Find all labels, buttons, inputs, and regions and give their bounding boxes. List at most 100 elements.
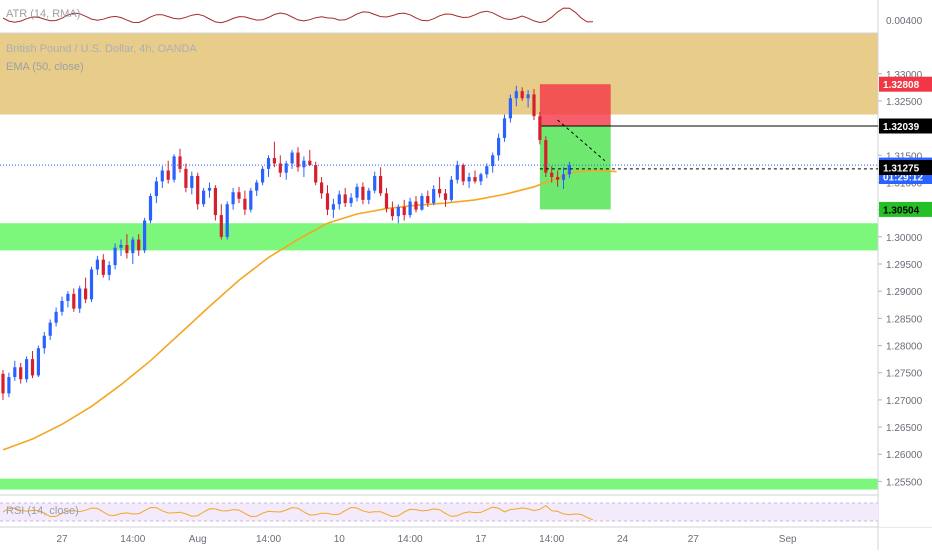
candle-body bbox=[160, 170, 164, 182]
candle-body bbox=[408, 201, 412, 216]
chart-title: British Pound / U.S. Dollar, 4h, OANDA bbox=[6, 43, 197, 55]
candle-body bbox=[308, 160, 312, 166]
candle-body bbox=[125, 244, 129, 254]
price-label: 01:29:12 bbox=[883, 172, 923, 183]
candle-body bbox=[331, 204, 335, 210]
atr-pane bbox=[2, 7, 594, 24]
x-tick-label: 14:00 bbox=[398, 534, 423, 545]
candle bbox=[408, 197, 412, 218]
candle bbox=[66, 291, 70, 308]
candle-body bbox=[497, 137, 501, 156]
main-legend[interactable]: British Pound / U.S. Dollar, 4h, OANDA E… bbox=[6, 40, 197, 76]
candle-body bbox=[337, 194, 341, 205]
candle bbox=[60, 296, 64, 316]
candle bbox=[119, 239, 123, 256]
candle bbox=[337, 190, 341, 210]
candle-body bbox=[485, 166, 489, 175]
candle-body bbox=[420, 196, 424, 210]
candle-body bbox=[532, 94, 536, 117]
candle-body bbox=[296, 152, 300, 168]
candle-body bbox=[131, 239, 135, 254]
price-label: 1.31275 bbox=[883, 164, 920, 175]
candle bbox=[84, 277, 88, 304]
candle-body bbox=[461, 165, 465, 182]
candle bbox=[561, 167, 566, 189]
candle bbox=[237, 186, 241, 204]
candle-body bbox=[72, 293, 76, 309]
ema-line bbox=[2, 169, 617, 451]
price-label-bg bbox=[879, 160, 932, 176]
x-tick-label: Aug bbox=[189, 534, 207, 545]
y-tick-label: 1.26000 bbox=[886, 450, 923, 461]
candle bbox=[243, 190, 247, 216]
candle-body bbox=[449, 179, 453, 200]
candle bbox=[1, 369, 5, 400]
candle bbox=[455, 160, 459, 184]
candle-body bbox=[78, 288, 82, 309]
candle bbox=[36, 345, 40, 378]
candle bbox=[426, 190, 430, 207]
candle-body bbox=[60, 300, 64, 312]
y-axis: 1.330001.325001.320001.315001.310001.305… bbox=[878, 0, 932, 527]
candle-body bbox=[343, 194, 347, 204]
rsi-line bbox=[2, 504, 594, 521]
candle-body bbox=[355, 186, 359, 198]
candle-body bbox=[154, 181, 158, 197]
rsi-legend[interactable]: RSI (14, close) bbox=[6, 505, 79, 517]
take-profit-zone bbox=[539, 125, 611, 210]
candle bbox=[414, 196, 418, 213]
candle-body bbox=[231, 192, 235, 205]
zone-bottom bbox=[0, 478, 878, 490]
candle bbox=[290, 149, 294, 169]
candle bbox=[325, 185, 330, 216]
candle bbox=[514, 85, 518, 107]
candle-body bbox=[30, 359, 35, 376]
candle-body bbox=[84, 288, 88, 300]
candle bbox=[390, 201, 394, 221]
candle-body bbox=[113, 247, 117, 266]
candle-body bbox=[538, 116, 542, 141]
trend-projection bbox=[557, 119, 606, 162]
candle bbox=[261, 166, 265, 186]
price-label-bg bbox=[879, 201, 932, 217]
candle-body bbox=[243, 198, 247, 210]
candle-body bbox=[249, 190, 253, 210]
candle-body bbox=[320, 182, 324, 194]
candle bbox=[25, 356, 29, 383]
candle bbox=[343, 187, 347, 207]
candle-body bbox=[520, 91, 524, 99]
candle bbox=[556, 170, 560, 187]
y-tick-label: 1.29500 bbox=[886, 260, 923, 271]
candle bbox=[461, 163, 465, 186]
candle-body bbox=[544, 140, 548, 173]
zone-resistance bbox=[0, 33, 878, 115]
candle bbox=[42, 331, 46, 354]
price-label: 1.30504 bbox=[883, 205, 920, 216]
candle-body bbox=[302, 160, 306, 168]
candle-body bbox=[266, 158, 271, 169]
candle bbox=[532, 88, 536, 120]
atr-legend[interactable]: ATR (14, RMA) bbox=[6, 8, 80, 20]
candle bbox=[497, 133, 501, 161]
position-tool bbox=[539, 84, 878, 210]
candle-body bbox=[219, 215, 223, 237]
candle bbox=[520, 87, 524, 101]
candle-body bbox=[426, 196, 430, 204]
candle-body bbox=[402, 206, 406, 216]
candle bbox=[89, 266, 94, 303]
candle-body bbox=[361, 186, 365, 200]
candle-body bbox=[290, 152, 294, 164]
y-tick-label: 1.28000 bbox=[886, 342, 923, 353]
candle bbox=[479, 172, 483, 186]
candle bbox=[249, 187, 253, 213]
y-tick-label: 1.28500 bbox=[886, 314, 923, 325]
candle bbox=[508, 94, 512, 123]
candle bbox=[207, 182, 212, 198]
candle bbox=[567, 161, 571, 179]
candle bbox=[355, 183, 359, 202]
candle-body bbox=[373, 175, 377, 191]
x-tick-label: 24 bbox=[617, 534, 629, 545]
candle bbox=[202, 187, 206, 207]
